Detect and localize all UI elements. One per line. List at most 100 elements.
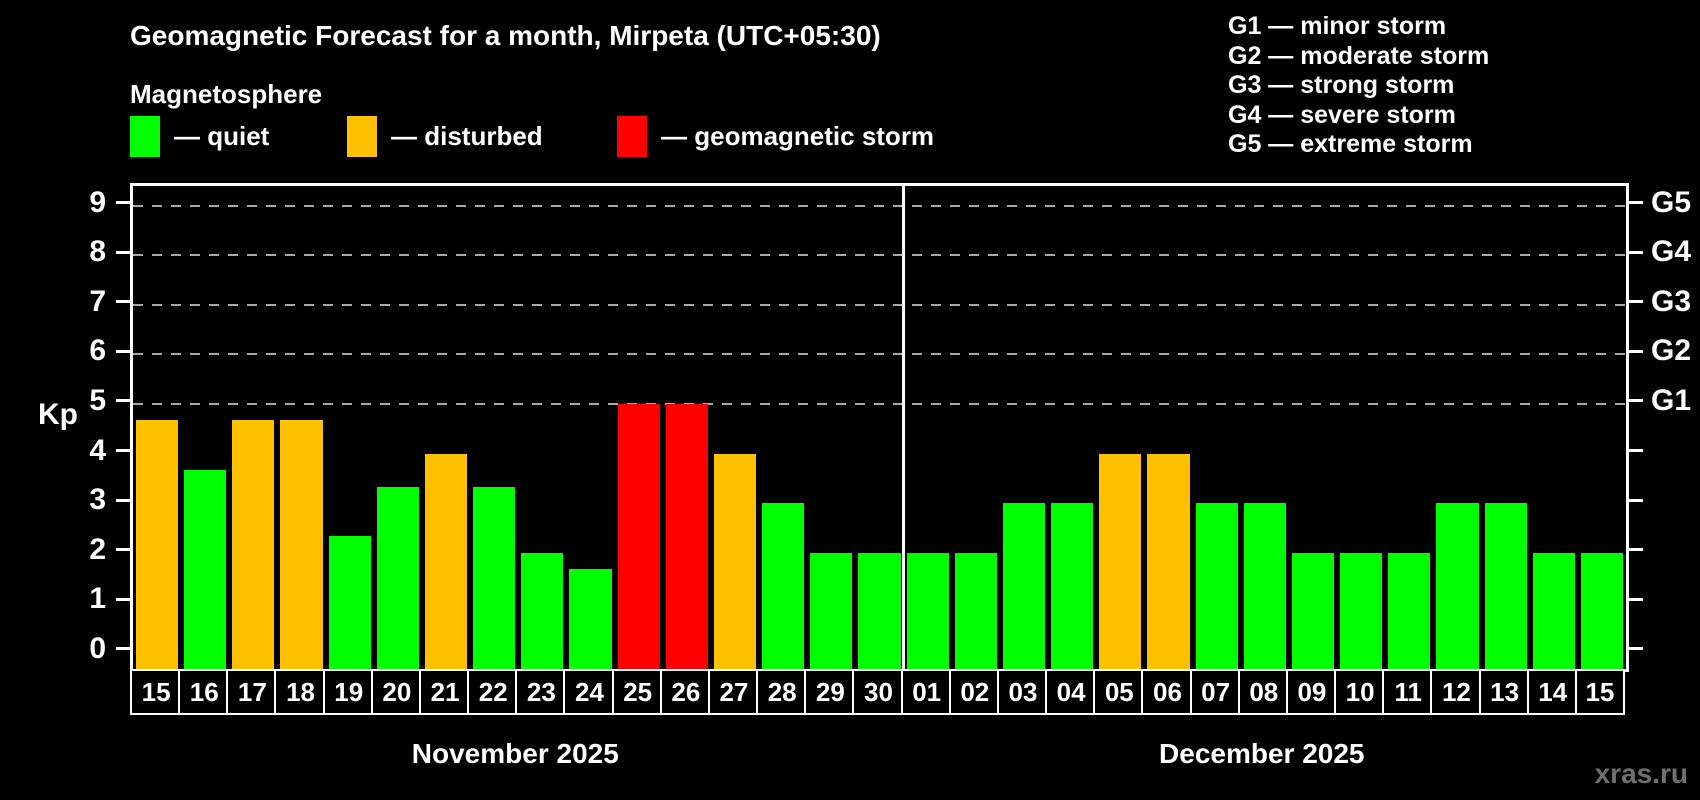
right-axis-label-g3: G3: [1651, 284, 1692, 318]
day-label-december-13: 13: [1478, 669, 1529, 715]
storm-scale-line-g1: G1 — minor storm: [1228, 12, 1447, 40]
day-label-november-30: 30: [852, 669, 903, 715]
right-tick-4: [1629, 449, 1643, 452]
day-label-december-06: 06: [1141, 669, 1192, 715]
day-label-november-29: 29: [804, 669, 855, 715]
kp-bar-november-16: [184, 469, 227, 669]
left-tick-1: [116, 597, 130, 601]
quiet-color-swatch: [130, 116, 160, 157]
kp-tick-label-0: 0: [89, 631, 106, 665]
right-tick-3: [1629, 498, 1643, 502]
right-tick-6: [1629, 349, 1643, 353]
day-label-december-02: 02: [948, 669, 999, 715]
day-label-december-01: 01: [900, 669, 951, 715]
storm-scale-line-g2: G2 — moderate storm: [1228, 41, 1490, 70]
left-tick-0: [116, 647, 130, 651]
day-label-december-07: 07: [1189, 669, 1240, 715]
kp-bar-december-01: [906, 552, 949, 669]
kp-bar-november-15: [136, 420, 179, 669]
legend-label-disturbed: — disturbed: [391, 121, 543, 151]
kp-bar-december-12: [1436, 503, 1479, 669]
month-separator-line: [902, 186, 906, 669]
day-label-december-10: 10: [1334, 669, 1385, 715]
gridline-kp5: [133, 402, 1626, 405]
day-label-november-20: 20: [370, 669, 421, 715]
watermark: xras.ru: [1594, 758, 1688, 789]
kp-tick-label-6: 6: [89, 334, 106, 368]
day-label-november-16: 16: [178, 669, 229, 715]
legend-item-quiet: — quiet: [130, 116, 269, 157]
legend-label-storm: — geomagnetic storm: [661, 121, 935, 151]
right-tick-0: [1629, 647, 1643, 651]
chart-title: Geomagnetic Forecast for a month, Mirpet…: [130, 20, 881, 51]
day-label-december-09: 09: [1285, 669, 1337, 715]
right-axis-label-g2: G2: [1651, 334, 1692, 368]
kp-tick-label-3: 3: [89, 483, 106, 517]
kp-bar-november-17: [232, 420, 275, 669]
month-label-december: December 2025: [1159, 738, 1365, 769]
kp-bar-november-22: [473, 486, 516, 669]
day-label-november-28: 28: [756, 669, 807, 715]
gridline-kp6: [133, 353, 1626, 356]
kp-bar-november-21: [424, 453, 468, 669]
kp-bar-november-19: [328, 536, 371, 669]
day-label-december-11: 11: [1382, 669, 1433, 715]
disturbed-color-swatch: [347, 116, 377, 157]
day-label-december-15: 15: [1574, 669, 1625, 715]
storm-scale-line-g5: G5 — extreme storm: [1228, 130, 1473, 158]
kp-tick-label-7: 7: [89, 284, 106, 318]
storm-scale-line-g3: G3 — strong storm: [1228, 71, 1455, 99]
kp-bar-november-23: [521, 552, 564, 669]
kp-tick-label-8: 8: [89, 235, 106, 269]
kp-axis-title: Kp: [38, 398, 78, 431]
right-tick-7: [1629, 300, 1643, 304]
kp-bar-december-04: [1051, 503, 1094, 669]
right-tick-1: [1629, 597, 1643, 601]
day-label-november-26: 26: [659, 669, 710, 715]
kp-bar-december-08: [1243, 503, 1286, 669]
kp-bar-november-20: [376, 486, 419, 669]
day-label-november-25: 25: [611, 669, 662, 715]
storm-scale-line-g4: G4 — severe storm: [1228, 100, 1456, 129]
day-label-december-05: 05: [1093, 669, 1144, 715]
right-axis-label-g4: G4: [1651, 235, 1692, 269]
legend-item-disturbed: — disturbed: [347, 116, 543, 157]
kp-bar-december-05: [1099, 453, 1142, 669]
gridline-kp8: [133, 254, 1626, 257]
day-label-november-27: 27: [707, 669, 759, 715]
kp-bar-december-10: [1340, 552, 1383, 669]
right-tick-2: [1629, 548, 1643, 552]
day-label-december-03: 03: [996, 669, 1048, 715]
day-label-december-08: 08: [1237, 669, 1288, 715]
gridline-kp7: [133, 303, 1626, 306]
day-label-december-14: 14: [1526, 669, 1577, 715]
kp-bar-november-28: [762, 503, 805, 669]
left-tick-5: [116, 399, 130, 403]
kp-bar-november-27: [713, 453, 757, 669]
magnetosphere-label: Magnetosphere: [130, 79, 323, 109]
kp-bar-december-09: [1291, 552, 1335, 669]
storm-scale-legend: G1 — minor storm G2 — moderate storm G3 — …: [1228, 12, 1489, 160]
day-label-november-23: 23: [515, 669, 566, 715]
left-tick-9: [116, 201, 130, 205]
left-tick-7: [116, 300, 130, 304]
kp-bar-november-29: [810, 552, 853, 669]
kp-bar-december-11: [1388, 552, 1431, 669]
kp-bar-december-06: [1147, 453, 1190, 669]
right-axis-label-g5: G5: [1651, 185, 1692, 219]
kp-bar-december-14: [1532, 552, 1575, 669]
right-tick-9: [1629, 201, 1643, 205]
kp-tick-label-1: 1: [89, 582, 106, 616]
kp-bar-december-13: [1484, 503, 1527, 669]
left-tick-3: [116, 498, 130, 502]
day-label-november-15: 15: [130, 669, 181, 715]
kp-bar-december-03: [1002, 503, 1046, 669]
month-label-november: November 2025: [411, 738, 619, 769]
kp-bar-december-07: [1195, 503, 1238, 669]
kp-bar-november-24: [569, 568, 612, 669]
day-label-december-12: 12: [1430, 669, 1481, 715]
legend-label-quiet: — quiet: [174, 121, 270, 151]
kp-tick-label-9: 9: [89, 185, 106, 219]
day-label-november-22: 22: [467, 669, 518, 715]
